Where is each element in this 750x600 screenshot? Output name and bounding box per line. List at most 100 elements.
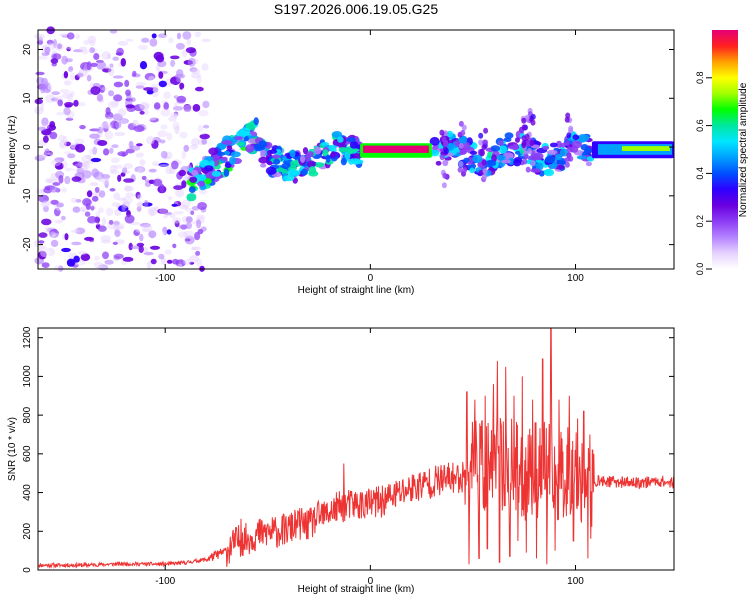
noise-blob bbox=[64, 151, 71, 155]
noise-blob bbox=[194, 231, 201, 241]
noise-blob bbox=[146, 136, 155, 145]
signal-blob bbox=[273, 158, 281, 165]
noise-blob bbox=[49, 231, 56, 239]
noise-blob bbox=[151, 161, 160, 167]
noise-blob bbox=[67, 225, 78, 234]
spec-y-tick-label-3: 10 bbox=[22, 92, 33, 104]
noise-blob bbox=[158, 80, 167, 88]
noise-blob bbox=[92, 146, 97, 155]
noise-blob bbox=[174, 125, 180, 134]
noise-blob bbox=[87, 216, 98, 224]
noise-blob bbox=[168, 83, 176, 93]
signal-blob bbox=[586, 156, 594, 162]
noise-blob bbox=[163, 102, 169, 111]
noise-blob bbox=[175, 259, 186, 267]
noise-blob bbox=[203, 124, 210, 129]
noise-blob bbox=[141, 175, 147, 181]
noise-blob bbox=[198, 110, 209, 117]
noise-blob bbox=[67, 153, 76, 159]
signal-blob bbox=[269, 149, 278, 155]
noise-blob bbox=[184, 156, 192, 160]
noise-blob bbox=[136, 143, 143, 147]
signal-blob bbox=[216, 151, 226, 156]
noise-blob bbox=[41, 117, 49, 127]
noise-blob bbox=[41, 218, 52, 226]
noise-blob bbox=[87, 35, 97, 44]
spectrogram-x-label: Height of straight line (km) bbox=[298, 285, 415, 296]
noise-blob bbox=[75, 143, 86, 153]
noise-blob bbox=[141, 37, 150, 43]
noise-blob bbox=[50, 97, 59, 102]
spectrogram-marks bbox=[33, 26, 674, 272]
snr-x-tick-label-0: -100 bbox=[155, 576, 175, 587]
noise-blob bbox=[41, 200, 51, 208]
noise-blob bbox=[57, 99, 63, 107]
signal-blob bbox=[320, 142, 330, 147]
signal-blob bbox=[442, 172, 448, 179]
noise-blob bbox=[173, 142, 179, 150]
signal-blob bbox=[429, 136, 440, 146]
noise-blob bbox=[43, 104, 50, 111]
noise-blob bbox=[83, 161, 91, 170]
noise-blob bbox=[144, 120, 150, 129]
noise-blob bbox=[97, 38, 106, 45]
noise-blob bbox=[201, 38, 211, 43]
noise-blob bbox=[89, 222, 101, 226]
noise-blob bbox=[89, 133, 100, 139]
signal-blob bbox=[469, 150, 478, 155]
spectrogram-frame bbox=[37, 29, 675, 270]
signal-blob bbox=[521, 117, 527, 124]
noise-blob bbox=[45, 83, 52, 91]
signal-blob bbox=[441, 182, 447, 189]
colorbar-gradient bbox=[712, 30, 738, 269]
noise-blob bbox=[114, 131, 126, 137]
noise-blob bbox=[78, 102, 86, 107]
noise-blob bbox=[63, 71, 69, 79]
noise-blob bbox=[139, 101, 150, 110]
noise-blob bbox=[149, 117, 159, 123]
noise-blob bbox=[139, 158, 146, 166]
noise-blob bbox=[202, 100, 210, 109]
noise-blob bbox=[122, 167, 128, 174]
signal-blob bbox=[340, 157, 347, 166]
noise-blob bbox=[133, 229, 140, 237]
noise-blob bbox=[61, 187, 67, 193]
noise-blob bbox=[64, 58, 73, 63]
signal-blob bbox=[281, 162, 291, 169]
noise-blob bbox=[112, 56, 119, 61]
noise-blob bbox=[139, 103, 150, 111]
noise-blob bbox=[124, 79, 130, 87]
signal-blob bbox=[260, 163, 267, 168]
noise-blob bbox=[137, 119, 148, 124]
noise-blob bbox=[135, 225, 146, 233]
noise-blob bbox=[54, 219, 64, 224]
noise-blob bbox=[63, 80, 72, 86]
signal-blob bbox=[542, 145, 550, 150]
noise-blob bbox=[114, 229, 121, 238]
noise-blob bbox=[86, 61, 92, 71]
noise-blob bbox=[48, 223, 59, 229]
signal-blob bbox=[265, 166, 277, 175]
signal-blob bbox=[271, 154, 281, 159]
signal-blob bbox=[439, 129, 445, 136]
spec-x-tick-label-2: 100 bbox=[567, 273, 584, 284]
noise-blob bbox=[168, 37, 174, 44]
noise-blob bbox=[181, 180, 187, 189]
noise-blob bbox=[96, 265, 107, 270]
noise-blob bbox=[125, 104, 135, 109]
noise-blob bbox=[195, 86, 204, 92]
signal-blob bbox=[529, 139, 535, 146]
noise-blob bbox=[71, 241, 82, 246]
signal-blob bbox=[197, 181, 206, 187]
signal-blob bbox=[243, 136, 249, 142]
noise-blob bbox=[103, 148, 110, 156]
signal-blob bbox=[496, 154, 506, 161]
noise-blob bbox=[173, 211, 185, 215]
noise-blob bbox=[47, 83, 57, 91]
noise-blob bbox=[71, 176, 82, 182]
noise-blob bbox=[179, 131, 188, 139]
noise-blob bbox=[45, 248, 56, 256]
signal-blob bbox=[302, 147, 309, 155]
signal-blob bbox=[462, 167, 468, 173]
noise-blob bbox=[79, 125, 86, 130]
